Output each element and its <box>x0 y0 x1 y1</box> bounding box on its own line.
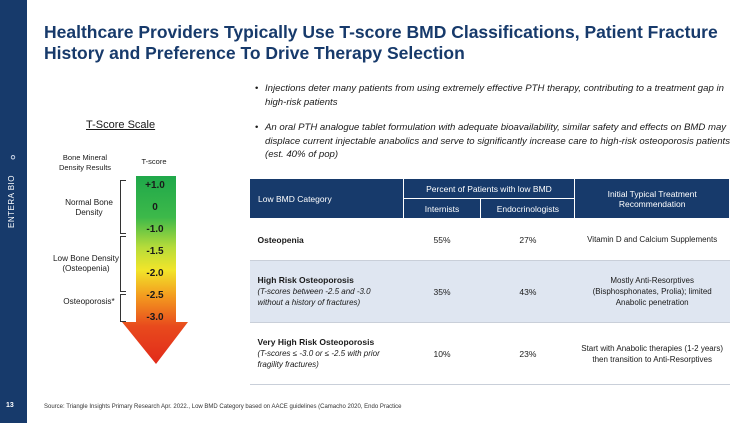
tscore-value: -3.0 <box>146 312 164 323</box>
swirl-icon: ∘ <box>8 148 18 164</box>
row-category: Osteopenia <box>249 218 404 261</box>
category-name: Osteopenia <box>257 234 304 245</box>
category-note: (T-scores ≤ -3.0 or ≤ -2.5 with prior fr… <box>257 349 380 369</box>
recommendation-cell: Vitamin D and Calcium Supplements <box>574 218 730 261</box>
header-category: Low BMD Category <box>249 178 404 219</box>
scale-tscore-header: T-score <box>141 157 167 166</box>
osteoporosis-bracket <box>120 294 126 322</box>
label-osteoporosis: Osteoporosis* <box>63 297 115 306</box>
label-normal: Normal Bone Density <box>65 198 113 217</box>
bmd-table: Low BMD Category Percent of Patients wit… <box>249 178 730 385</box>
category-name: Very High Risk Osteoporosis <box>257 337 375 347</box>
endocrinologists-cell: 43% <box>480 260 575 323</box>
table-row: Very High Risk Osteoporosis (T-scores ≤ … <box>249 322 730 385</box>
internists-cell: 35% <box>403 260 481 323</box>
header-recommendation: Initial Typical Treatment Recommendation <box>574 178 730 219</box>
bullet-item: An oral PTH analogue tablet formulation … <box>255 121 740 162</box>
bullet-list: Injections deter many patients from usin… <box>255 82 740 174</box>
table-row: High Risk Osteoporosis (T-scores between… <box>249 260 730 323</box>
category-name: High Risk Osteoporosis <box>257 275 354 285</box>
table-row: Osteopenia 55% 27% Vitamin D and Calcium… <box>249 218 730 261</box>
category-note: (T-scores between -2.5 and -3.0 without … <box>257 287 371 307</box>
recommendation-cell: Start with Anabolic therapies (1-2 years… <box>574 322 730 385</box>
tscore-value: -2.0 <box>146 268 164 279</box>
page-number: 13 <box>6 402 14 409</box>
internists-cell: 10% <box>403 322 481 385</box>
endocrinologists-cell: 23% <box>480 322 575 385</box>
tscore-value: +1.0 <box>145 180 165 191</box>
brand-name: ENTERA BIO <box>7 175 16 229</box>
scale-title: T-Score Scale <box>86 119 156 131</box>
tscore-value: -1.5 <box>146 246 164 257</box>
label-osteopenia: Low Bone Density (Osteopenia) <box>53 254 119 273</box>
row-category: Very High Risk Osteoporosis (T-scores ≤ … <box>249 322 404 385</box>
header-percent-group: Percent of Patients with low BMD <box>402 178 576 199</box>
scale-results-header: Bone Mineral Density Results <box>58 153 112 172</box>
tscore-value: 0 <box>152 202 158 213</box>
header-internists: Internists <box>402 198 482 219</box>
slide-title: Healthcare Providers Typically Use T-sco… <box>44 22 718 63</box>
internists-cell: 55% <box>403 218 481 261</box>
row-category: High Risk Osteoporosis (T-scores between… <box>249 260 404 323</box>
normal-bracket <box>120 180 126 234</box>
bullet-item: Injections deter many patients from usin… <box>255 82 740 109</box>
tscore-value: -2.5 <box>146 290 164 301</box>
sidebar: ∘ ENTERA BIO 13 <box>0 0 27 423</box>
header-endocrinologists: Endocrinologists <box>480 198 576 219</box>
tscore-arrow <box>122 176 188 364</box>
recommendation-cell: Mostly Anti-Resorptives (Bisphosphonates… <box>574 260 730 323</box>
endocrinologists-cell: 27% <box>480 218 575 261</box>
tscore-value: -1.0 <box>146 224 164 235</box>
source-footnote: Source: Triangle Insights Primary Resear… <box>44 404 402 410</box>
osteopenia-bracket <box>120 236 126 292</box>
